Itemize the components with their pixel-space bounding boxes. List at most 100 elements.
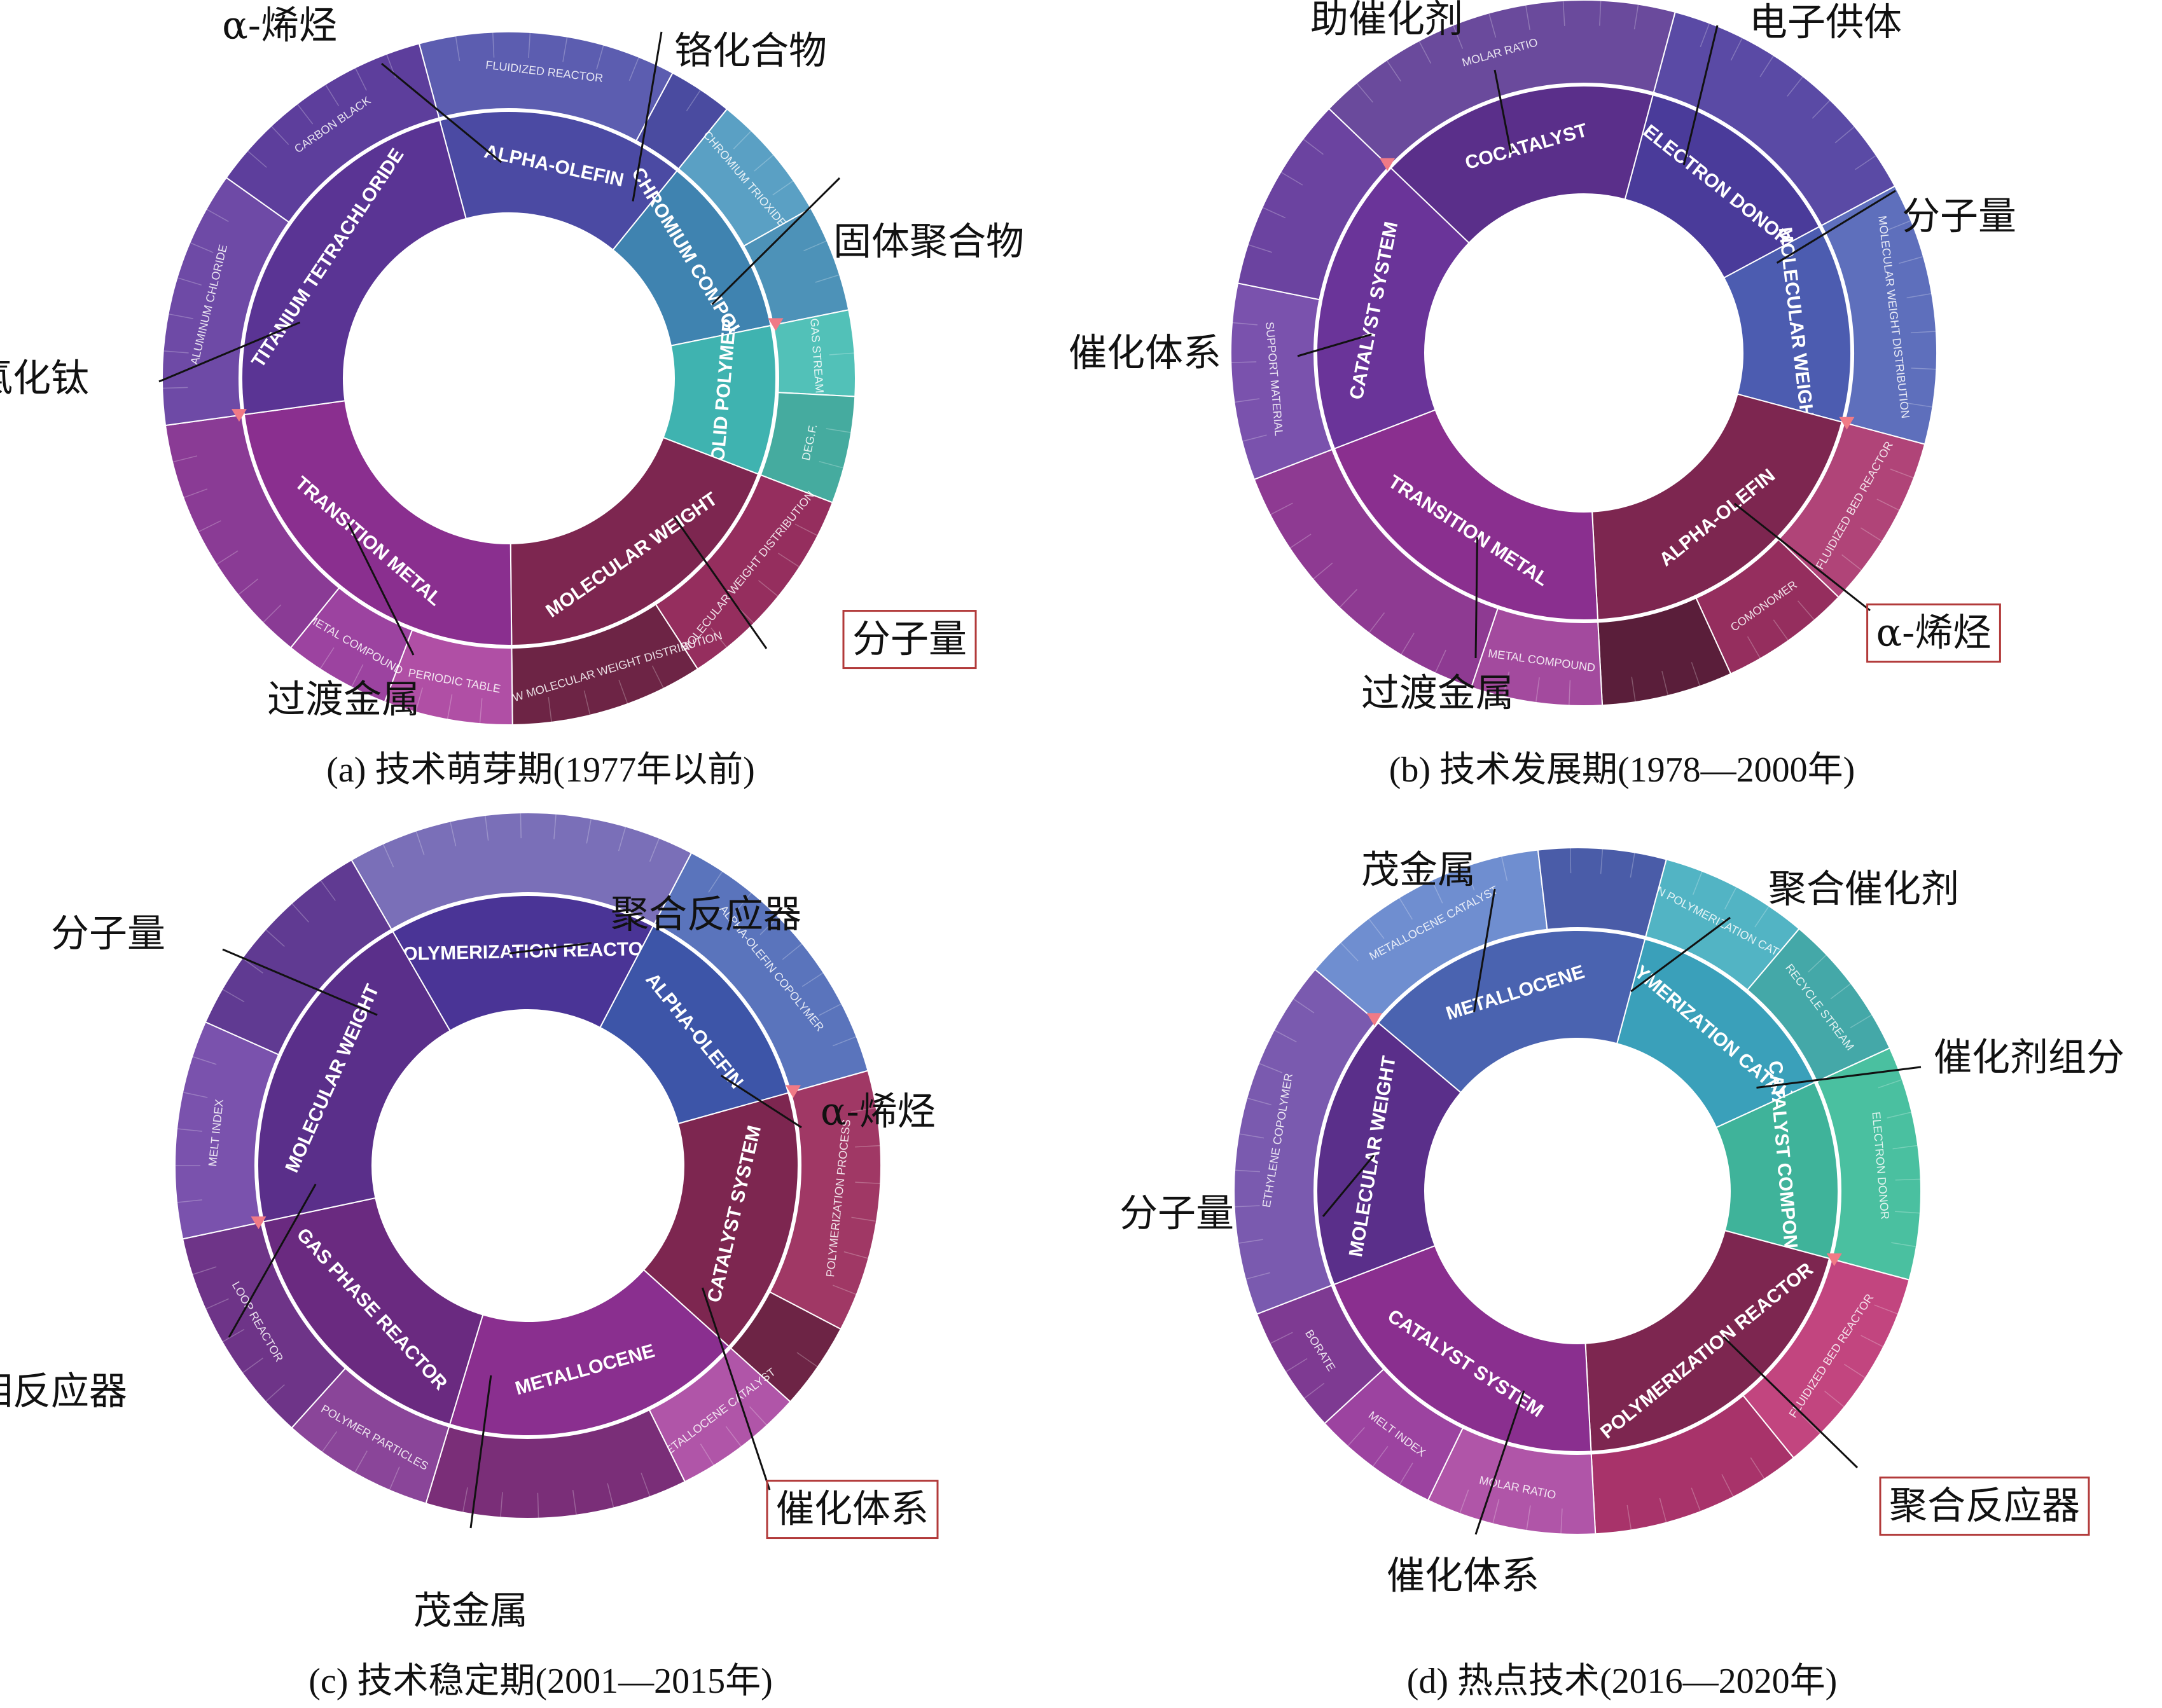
outer-subdivision: [749, 1406, 768, 1426]
outer-subdivision: [1569, 848, 1572, 874]
outer-subdivision: [794, 523, 818, 537]
outer-subdivision: [1500, 856, 1508, 881]
highlight-annotation: 催化体系: [776, 1487, 929, 1532]
outer-subdivision: [1238, 1133, 1265, 1139]
caption-d: (d) 热点技术(2016—2020年): [1406, 1662, 1838, 1701]
annotation-label: 分子量: [1902, 195, 2016, 239]
outer-subdivision: [1910, 331, 1937, 334]
outer-subdivision: [479, 698, 483, 724]
outer-subdivision: [548, 697, 552, 722]
outer-subdivision: [492, 32, 495, 58]
outer-subdivision: [708, 871, 723, 893]
outer-subdivision: [851, 1216, 877, 1222]
annotation-label: 分子量: [51, 912, 165, 956]
highlight-annotation: α-烯烃: [1876, 611, 1992, 656]
outer-subdivision: [191, 1056, 217, 1065]
outer-subdivision: [1824, 1391, 1845, 1408]
outer-subdivision: [265, 929, 285, 947]
outer-subdivision: [177, 277, 202, 286]
outer-subdivision: [562, 36, 568, 62]
callout-line: [632, 31, 663, 202]
inner-segment-polymerization-reactor: [392, 895, 655, 1032]
annotation-label: 催化体系: [1069, 331, 1221, 376]
panel-d: POLYMERIZATION CATALYST CATALYST COMPONEN…: [1081, 847, 2162, 1708]
inner-segment-gas-phase-reactor: [263, 1197, 484, 1426]
outer-subdivision: [1400, 633, 1415, 656]
outer-subdivision: [618, 680, 628, 705]
inner-segment-transition-metal: [1333, 409, 1599, 621]
marker-triangle-icon: [1839, 417, 1855, 430]
outer-subdivision: [1899, 256, 1924, 265]
annotation-label: 聚合反应器: [611, 893, 801, 937]
outer-subdivision: [324, 84, 340, 106]
outer-subdivision: [221, 1328, 245, 1343]
annotation-label: 分子量: [1119, 1192, 1234, 1236]
outer-subdivision: [182, 1091, 208, 1098]
outer-subdivision: [649, 837, 660, 862]
outer-subdivision: [1234, 398, 1260, 403]
inner-segment-polymerization-reactor: [1584, 1229, 1831, 1452]
outer-subdivision: [1234, 1205, 1260, 1208]
outer-subdivision: [700, 1443, 715, 1466]
outer-subdivision: [1234, 1169, 1260, 1173]
outer-subdivision: [1418, 40, 1432, 64]
outer-subdivision: [1787, 76, 1804, 97]
outer-subdivision: [1861, 527, 1883, 542]
callout-line: [1474, 1390, 1525, 1535]
outer-subdivision: [1906, 293, 1932, 299]
outer-subdivision: [206, 209, 229, 223]
outer-subdivision: [1231, 322, 1258, 326]
outer-subdivision: [1659, 1498, 1667, 1523]
outer-subdivision: [1750, 1457, 1765, 1480]
outer-subdivision: [1855, 155, 1877, 170]
outer-subdivision: [1747, 636, 1761, 659]
outer-subdivision: [163, 350, 189, 354]
outer-subdivision: [1238, 1239, 1263, 1244]
callout-line: [509, 942, 592, 954]
marker-triangle-icon: [231, 409, 247, 422]
outer-subdivision: [1830, 982, 1852, 1000]
outer-subdivision: [1525, 4, 1530, 31]
outer-subdivision: [1246, 1097, 1272, 1106]
outer-subdivision: [1289, 534, 1312, 549]
outer-subdivision: [710, 627, 728, 649]
outer-subdivision: [462, 1487, 468, 1513]
outer-subdivision: [172, 455, 198, 463]
outer-subdivision: [1303, 1382, 1325, 1400]
callout-line: [711, 177, 841, 305]
outer-subdivision: [641, 1472, 651, 1498]
outer-subdivision: [176, 1199, 202, 1203]
outer-subdivision: [1245, 1272, 1270, 1280]
outer-subdivision: [1797, 600, 1815, 621]
outer-subdivision: [162, 387, 188, 389]
outer-segment-carbon-black: [225, 43, 440, 223]
outer-subdivision: [772, 180, 794, 196]
outer-subdivision: [350, 664, 364, 687]
outer-subdivision: [759, 916, 779, 935]
outer-subdivision: [1492, 1499, 1500, 1524]
panel-a: ALPHA-OLEFIN CHROMIUM COMPOUND SOLID POLYM…: [0, 0, 1081, 854]
outer-segment-unlabeled-9: [204, 858, 392, 1056]
outer-subdivision: [1691, 1487, 1701, 1512]
inner-segment-electron-donor: [1624, 94, 1820, 279]
callout-line: [720, 1075, 802, 1129]
highlight-annotation: 聚合反应器: [1889, 1484, 2080, 1529]
outer-subdivision: [1812, 99, 1831, 119]
outer-subdivision: [205, 1298, 229, 1310]
callout-line: [1473, 888, 1496, 1012]
outer-subdivision: [237, 578, 259, 596]
outer-subdivision: [270, 125, 289, 145]
outer-segment-molar-ratio: [1328, 0, 1676, 167]
outer-subdivision: [183, 488, 208, 499]
marker-triangle-icon: [251, 1216, 267, 1230]
outer-subdivision: [586, 818, 592, 844]
outer-subdivision: [1911, 368, 1937, 370]
outer-subdivision: [1368, 918, 1385, 939]
outer-subdivision: [1691, 662, 1701, 687]
outer-subdivision: [1270, 502, 1293, 516]
outer-subdivision: [833, 1284, 857, 1295]
outer-subdivision: [265, 1384, 285, 1402]
outer-subdivision: [1269, 1332, 1293, 1344]
